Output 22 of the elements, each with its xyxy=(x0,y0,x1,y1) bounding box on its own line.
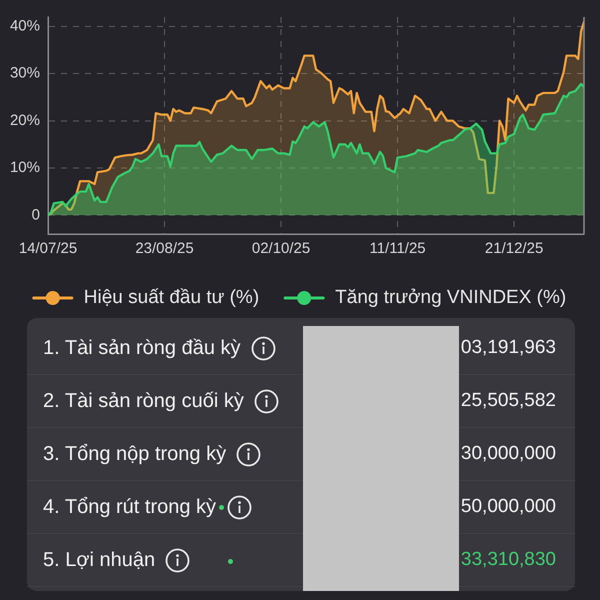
text: 4. Tổng rút trong kỳ xyxy=(43,496,216,518)
text: 33,310,830 xyxy=(460,549,556,571)
x-tick-label: 21/12/25 xyxy=(484,240,544,258)
y-tick-label: 0 xyxy=(32,206,40,224)
text: 2. Tài sản ròng cuối kỳ xyxy=(43,390,244,412)
text: 5. Lợi nhuận xyxy=(43,548,156,572)
text: 30,000,000 xyxy=(460,443,556,465)
y-tick-label: 20% xyxy=(10,112,40,129)
text: 3. Tổng nộp trong kỳ xyxy=(43,442,226,466)
x-tick-label: 11/11/25 xyxy=(369,240,426,258)
y-tick-label: 40% xyxy=(10,18,40,35)
x-tick-label: 02/10/25 xyxy=(252,240,310,258)
legend-label: Hiệu suất đầu tư (%) xyxy=(84,287,260,308)
legend-label: Tăng trưởng VNINDEX (%) xyxy=(335,287,566,308)
text: 50,000,000 xyxy=(460,496,556,518)
y-tick-label: 10% xyxy=(10,159,40,176)
x-tick-label: 14/07/25 xyxy=(18,240,78,258)
y-tick-label: 30% xyxy=(10,64,40,82)
text: 25,505,582 xyxy=(460,390,556,412)
text: 1. Tài sản ròng đầu kỳ xyxy=(43,336,241,360)
text: 03,191,963 xyxy=(460,337,556,359)
x-tick-label: 23/08/25 xyxy=(135,240,194,258)
